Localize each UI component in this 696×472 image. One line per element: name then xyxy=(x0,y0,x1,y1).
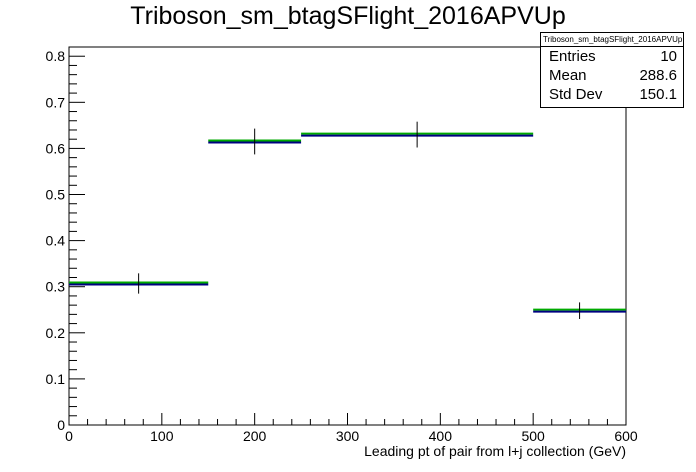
stats-value: 150.1 xyxy=(639,86,677,103)
y-tick-label: 0 xyxy=(57,417,65,433)
stats-row-stddev: Std Dev 150.1 xyxy=(541,85,683,104)
x-tick-label: 0 xyxy=(65,428,73,444)
x-tick-label: 100 xyxy=(150,428,174,444)
x-tick-label: 400 xyxy=(429,428,453,444)
stats-row-entries: Entries 10 xyxy=(541,47,683,66)
x-tick-label: 200 xyxy=(243,428,267,444)
y-tick-label: 0.3 xyxy=(46,279,66,295)
chart-title: Triboson_sm_btagSFlight_2016APVUp xyxy=(130,2,566,30)
stats-box: Triboson_sm_btagSFlight_2016APVUp Entrie… xyxy=(540,32,684,108)
x-axis-label: Leading pt of pair from l+j collection (… xyxy=(364,443,626,459)
stats-label: Mean xyxy=(549,67,587,84)
stats-value: 288.6 xyxy=(639,67,677,84)
y-tick-label: 0.1 xyxy=(46,371,66,387)
stats-row-mean: Mean 288.6 xyxy=(541,66,683,85)
stats-label: Entries xyxy=(549,48,596,65)
x-tick-label: 600 xyxy=(614,428,638,444)
y-tick-label: 0.2 xyxy=(46,325,66,341)
y-tick-label: 0.4 xyxy=(46,233,66,249)
y-tick-label: 0.7 xyxy=(46,94,66,110)
x-tick-label: 300 xyxy=(336,428,360,444)
y-tick-label: 0.8 xyxy=(46,48,66,64)
y-tick-label: 0.5 xyxy=(46,187,66,203)
stats-value: 10 xyxy=(660,48,677,65)
stats-label: Std Dev xyxy=(549,86,603,103)
stats-box-title: Triboson_sm_btagSFlight_2016APVUp xyxy=(541,33,683,47)
y-tick-label: 0.6 xyxy=(46,140,66,156)
x-tick-label: 500 xyxy=(521,428,545,444)
